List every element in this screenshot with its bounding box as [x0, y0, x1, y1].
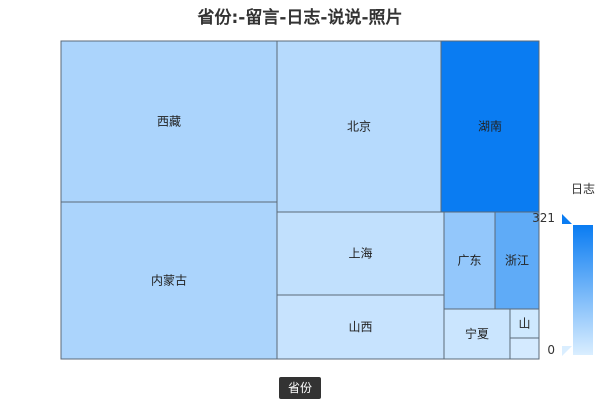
treemap-cell-label: 宁夏	[465, 326, 489, 341]
breadcrumb-label: 省份	[287, 381, 312, 395]
treemap-cell[interactable]	[60, 201, 278, 360]
treemap-cell[interactable]	[509, 337, 540, 360]
treemap-cell-label: 山西	[348, 320, 372, 334]
treemap-cell-label: 上海	[348, 246, 372, 261]
treemap-cell[interactable]	[443, 308, 511, 360]
visual-map-gradient-bar[interactable]	[573, 225, 593, 355]
visual-map-title: 日志	[571, 182, 595, 196]
visual-map[interactable]: 日志 321 0	[532, 182, 595, 357]
treemap-cell-label: 北京	[347, 120, 371, 134]
treemap-cell[interactable]	[494, 211, 540, 310]
treemap-cell-label: 山	[518, 317, 530, 331]
treemap-cell[interactable]	[440, 40, 540, 213]
treemap-cell-label: 内蒙古	[151, 273, 187, 288]
treemap-cell[interactable]	[276, 211, 445, 296]
breadcrumb-button[interactable]: 省份	[279, 377, 321, 399]
treemap-cell-label: 浙江	[505, 254, 529, 268]
visual-map-max-label: 321	[532, 211, 555, 225]
visual-map-max-handle[interactable]	[562, 214, 572, 224]
treemap-cell-label: 湖南	[478, 119, 502, 134]
treemap-cell[interactable]	[276, 294, 445, 360]
treemap-cell-label: 西藏	[157, 115, 181, 129]
treemap-cell[interactable]	[443, 211, 496, 310]
visual-map-min-label: 0	[547, 343, 555, 357]
chart-title: 省份:-留言-日志-说说-照片	[197, 8, 403, 28]
visual-map-min-handle[interactable]	[562, 346, 572, 356]
treemap-cell-label: 广东	[457, 254, 481, 268]
